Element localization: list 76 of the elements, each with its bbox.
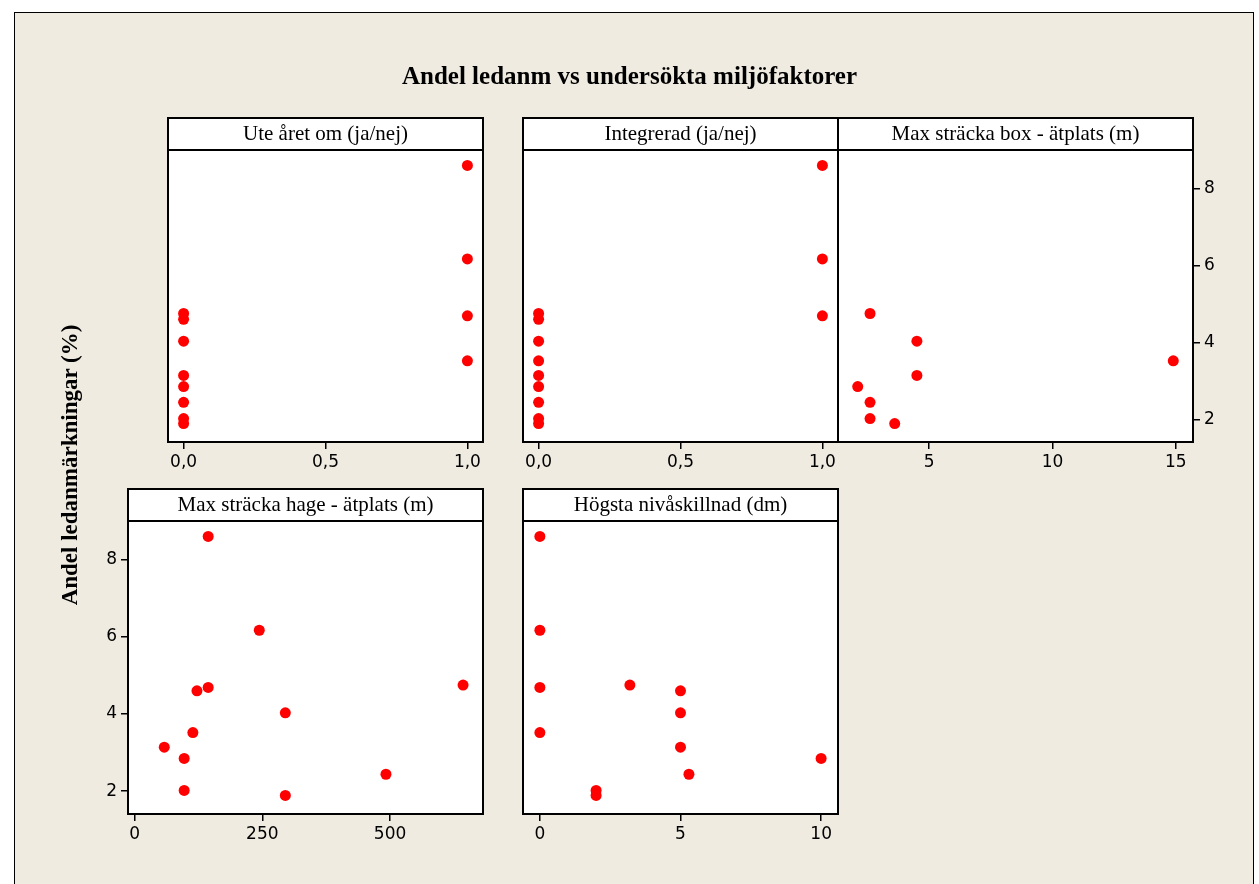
point — [852, 381, 864, 393]
x-tick-label: 0,0 — [525, 450, 553, 471]
point — [178, 784, 190, 796]
x-tick-label: 0 — [129, 822, 141, 843]
point — [675, 685, 686, 697]
x-axis-title: Ute året om (ja/nej) — [242, 121, 409, 146]
point — [864, 308, 876, 320]
point — [279, 707, 291, 719]
point — [1167, 355, 1179, 367]
point — [864, 396, 876, 408]
point — [683, 768, 695, 780]
point — [533, 335, 545, 347]
point — [911, 335, 923, 347]
point — [461, 159, 473, 171]
point — [178, 752, 190, 764]
point — [534, 681, 546, 693]
point — [202, 681, 214, 693]
x-tick-label: 1,0 — [453, 450, 481, 471]
y-tick-label: 6 — [1204, 253, 1215, 274]
point — [253, 624, 265, 636]
point — [461, 310, 473, 322]
point — [178, 369, 190, 381]
y-tick-label: 4 — [1204, 330, 1215, 351]
x-tick-label: 15 — [1164, 450, 1187, 471]
point — [533, 396, 545, 408]
point — [816, 253, 828, 265]
point — [533, 355, 545, 367]
y-axis-title: Andel ledanmärkningar (%) — [57, 324, 83, 606]
y-tick-label: 2 — [1204, 407, 1215, 428]
point — [158, 741, 170, 753]
x-axis-title: Högsta nivåskillnad (dm) — [573, 492, 788, 517]
x-tick-label: 10 — [810, 822, 832, 843]
point — [911, 369, 923, 381]
point — [457, 679, 469, 691]
point — [461, 253, 473, 265]
y-tick-label: 2 — [106, 779, 117, 800]
point — [864, 413, 876, 425]
point — [675, 741, 686, 753]
point — [187, 727, 199, 739]
point — [534, 530, 546, 542]
point — [178, 381, 190, 393]
point — [534, 727, 546, 739]
point — [815, 752, 827, 764]
x-tick-label: 1,0 — [808, 450, 836, 471]
point — [889, 418, 901, 430]
text: Andel ledanm vs undersökta miljöfaktorer — [400, 62, 859, 90]
point — [279, 789, 291, 801]
point — [461, 355, 473, 367]
x-axis-title: Max sträcka box - ätplats (m) — [891, 121, 1140, 146]
x-tick-label: 0 — [534, 822, 546, 843]
point — [202, 530, 214, 542]
x-tick-label: 0,0 — [170, 450, 198, 471]
point — [624, 679, 636, 691]
point — [191, 685, 203, 697]
x-tick-label: 5 — [923, 450, 935, 471]
y-tick-label: 8 — [1204, 176, 1215, 197]
point — [816, 310, 828, 322]
point — [816, 159, 828, 171]
y-tick-label: 6 — [106, 625, 117, 646]
x-tick-label: 0,5 — [311, 450, 340, 471]
point — [534, 624, 546, 636]
y-tick-label: 8 — [106, 548, 117, 569]
y-tick-label: 4 — [106, 702, 117, 723]
point — [533, 381, 545, 393]
x-axis-title: Max sträcka hage - ätplats (m) — [177, 492, 434, 517]
point — [178, 335, 190, 347]
point — [675, 707, 686, 719]
x-axis-title: Integrerad (ja/nej) — [604, 121, 757, 146]
x-tick-label: 10 — [1041, 450, 1064, 471]
x-tick-label: 500 — [373, 822, 407, 843]
point — [380, 768, 392, 780]
x-tick-label: 250 — [246, 822, 279, 843]
x-tick-label: 0,5 — [666, 450, 695, 471]
x-tick-label: 5 — [675, 822, 686, 843]
point — [533, 369, 545, 381]
point — [178, 396, 190, 408]
